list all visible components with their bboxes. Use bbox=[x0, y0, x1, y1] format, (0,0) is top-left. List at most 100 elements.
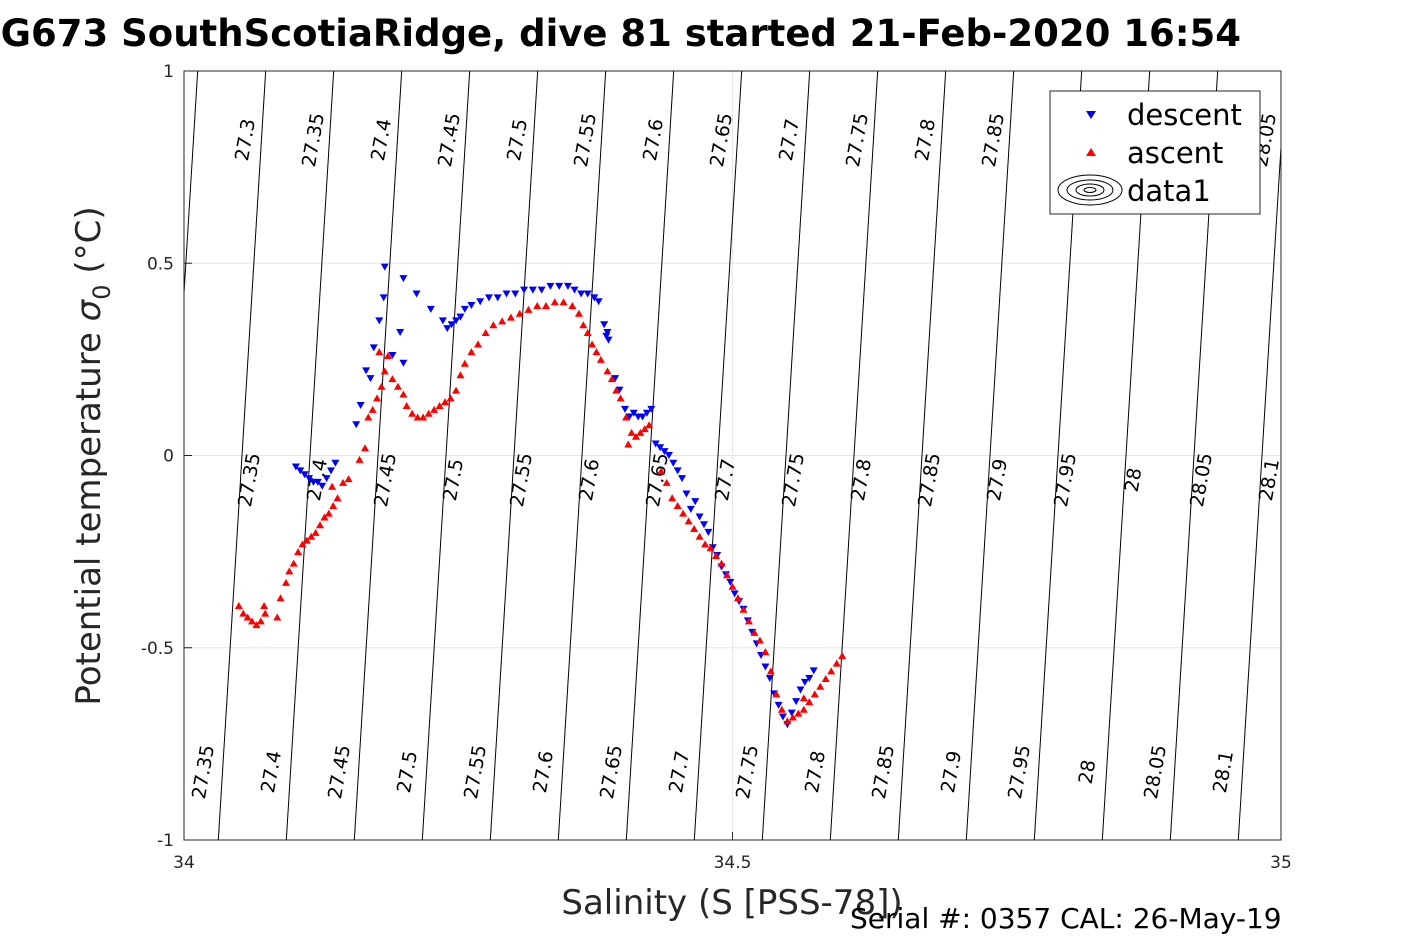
ascent-point bbox=[408, 409, 417, 417]
ascent-point bbox=[515, 309, 524, 317]
descent-point bbox=[664, 452, 673, 459]
isopycnal-line bbox=[489, 71, 539, 840]
descent-point bbox=[399, 275, 408, 283]
descent-point bbox=[570, 286, 579, 294]
descent-point bbox=[426, 305, 435, 313]
ascent-point bbox=[256, 617, 265, 625]
descent-point bbox=[673, 467, 682, 475]
descent-point bbox=[577, 290, 586, 298]
descent-point bbox=[520, 286, 529, 294]
ascent-point bbox=[695, 532, 704, 540]
ascent-point bbox=[384, 352, 393, 360]
ascent-point bbox=[419, 413, 428, 421]
descent-point bbox=[452, 317, 461, 325]
ascent-point bbox=[616, 394, 625, 402]
descent-point bbox=[796, 686, 805, 694]
x-axis: 34 34.5 35 bbox=[173, 832, 1292, 873]
legend-box bbox=[1049, 90, 1261, 215]
isopycnal-line bbox=[897, 71, 947, 840]
y-tick-label: 0.5 bbox=[147, 254, 174, 274]
isopycnal-line bbox=[693, 71, 743, 840]
y-axis: -1 -0.5 0 0.5 1 bbox=[141, 62, 192, 851]
ascent-point bbox=[799, 705, 808, 713]
legend: descent ascent data1 bbox=[1049, 90, 1261, 215]
serial-calibration-note: Serial #: 0357 CAL: 26-May-19 bbox=[850, 902, 1282, 935]
ascent-point bbox=[723, 571, 732, 579]
ascent-point bbox=[294, 548, 303, 556]
ascent-point bbox=[579, 321, 588, 329]
legend-descent-marker bbox=[1086, 111, 1096, 119]
ascent-point bbox=[755, 636, 764, 644]
ascent-point bbox=[388, 375, 397, 383]
y-tick-label: 0 bbox=[163, 447, 174, 467]
ascent-point bbox=[838, 651, 847, 659]
ascent-point bbox=[298, 540, 307, 548]
descent-point bbox=[352, 421, 361, 429]
isopycnal-line bbox=[965, 71, 1015, 840]
descent-point bbox=[484, 294, 493, 302]
isopycnal-label: 28 bbox=[1121, 466, 1147, 494]
ascent-point bbox=[542, 302, 551, 310]
descent-point bbox=[615, 386, 624, 394]
ascent-point bbox=[430, 405, 439, 413]
ascent-point bbox=[739, 605, 748, 613]
ascent-point bbox=[282, 578, 291, 586]
descent-point bbox=[761, 663, 770, 671]
ascent-point bbox=[506, 313, 515, 321]
ascent-point bbox=[375, 348, 384, 356]
descent-point bbox=[611, 375, 620, 383]
ascent-point bbox=[344, 475, 353, 483]
ascent-point bbox=[316, 521, 325, 529]
descent-point bbox=[456, 313, 465, 321]
descent-point bbox=[388, 352, 397, 360]
ascent-point bbox=[441, 398, 450, 406]
isopycnal-line bbox=[1237, 139, 1281, 840]
y-axis-label: Potential temperature σ0 (°C) bbox=[69, 206, 116, 705]
descent-point bbox=[602, 332, 611, 340]
descent-point bbox=[493, 294, 502, 302]
descent-point bbox=[603, 328, 612, 336]
ascent-point bbox=[446, 394, 455, 402]
y-tick-label: 1 bbox=[163, 62, 174, 82]
ascent-point bbox=[583, 328, 592, 336]
ascent-point bbox=[467, 348, 476, 356]
ascent-point bbox=[568, 302, 577, 310]
descent-point bbox=[412, 290, 421, 298]
ascent-point bbox=[766, 667, 775, 675]
x-tick-label: 34 bbox=[173, 853, 195, 873]
ascent-point bbox=[452, 386, 461, 394]
descent-point bbox=[305, 475, 314, 483]
ascent-point bbox=[612, 386, 621, 394]
descent-point bbox=[699, 521, 708, 529]
ascent-point bbox=[239, 609, 248, 617]
descent-point bbox=[322, 475, 331, 483]
isopycnal-line bbox=[1306, 66, 1354, 845]
ascent-point bbox=[624, 440, 633, 448]
descent-point bbox=[726, 578, 735, 586]
descent-point bbox=[730, 590, 739, 598]
descent-point bbox=[460, 305, 469, 313]
descent-point bbox=[656, 444, 665, 452]
ascent-point bbox=[816, 682, 825, 690]
descent-point bbox=[366, 375, 375, 383]
x-tick-label: 34.5 bbox=[714, 853, 752, 873]
isopycnal-line bbox=[1374, 66, 1417, 845]
ascent-point bbox=[413, 413, 422, 421]
grid-lines bbox=[184, 71, 1281, 840]
ascent-point bbox=[373, 394, 382, 402]
isopycnal-label: 28 bbox=[1075, 758, 1101, 786]
ascent-point bbox=[640, 425, 649, 433]
ascent-point bbox=[533, 302, 542, 310]
ascent-point bbox=[550, 298, 559, 306]
descent-point bbox=[809, 667, 818, 675]
descent-point bbox=[787, 709, 796, 717]
ascent-point bbox=[260, 601, 269, 609]
y-tick-label: -1 bbox=[157, 831, 174, 851]
ascent-point bbox=[329, 501, 338, 509]
descent-point bbox=[380, 263, 389, 271]
ascent-point bbox=[596, 355, 605, 363]
legend-data1-label: data1 bbox=[1127, 174, 1211, 208]
descent-point bbox=[695, 513, 704, 521]
ascent-point bbox=[574, 309, 583, 317]
ascent-point bbox=[728, 582, 737, 590]
